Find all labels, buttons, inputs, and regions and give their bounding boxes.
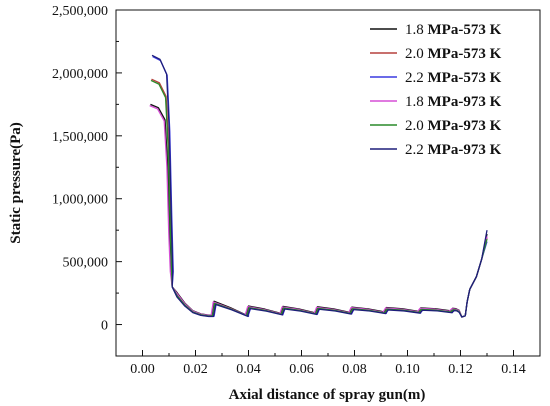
x-axis-title: Axial distance of spray gun(m): [229, 387, 426, 403]
y-tick-label: 0: [101, 319, 108, 334]
x-tick-label: 0.06: [289, 362, 314, 377]
y-tick-label: 500,000: [63, 256, 109, 271]
y-tick-label: 1,000,000: [52, 193, 108, 208]
legend-label: 2.0 MPa-973 K: [405, 118, 502, 134]
x-axis: 0.00 0.02 0.04 0.06 0.08 0.10 0.12 0.14: [130, 350, 526, 377]
y-tick-label: 2,000,000: [52, 67, 108, 82]
series-line-5: [150, 79, 488, 318]
legend-label: 2.2 MPa-973 K: [405, 142, 502, 158]
y-tick-label: 1,500,000: [52, 130, 108, 145]
x-tick-label: 0.08: [342, 362, 367, 377]
series-line-6: [151, 54, 488, 318]
x-tick-label: 0.02: [183, 362, 208, 377]
series-layer: [149, 54, 488, 318]
plot-area: [115, 9, 541, 357]
x-tick-label: 0.10: [395, 362, 420, 377]
legend-label: 2.0 MPa-573 K: [405, 46, 502, 62]
y-axis-title: Static pressure(Pa): [8, 122, 24, 244]
y-tick-label: 2,500,000: [52, 4, 108, 19]
series-line-4: [149, 105, 488, 318]
legend: 1.8 MPa-573 K 2.0 MPa-573 K 2.2 MPa-573 K 1…: [370, 22, 502, 158]
x-tick-label: 0.04: [236, 362, 261, 377]
legend-label: 2.2 MPa-573 K: [405, 70, 502, 86]
x-tick-label: 0.14: [501, 362, 526, 377]
legend-label: 1.8 MPa-573 K: [405, 22, 502, 38]
legend-label: 1.8 MPa-973 K: [405, 94, 502, 110]
x-tick-label: 0.00: [130, 362, 155, 377]
x-tick-label: 0.12: [448, 362, 473, 377]
y-axis: 0 500,000 1,000,000 1,500,000 2,000,000 2,500…: [52, 4, 122, 334]
